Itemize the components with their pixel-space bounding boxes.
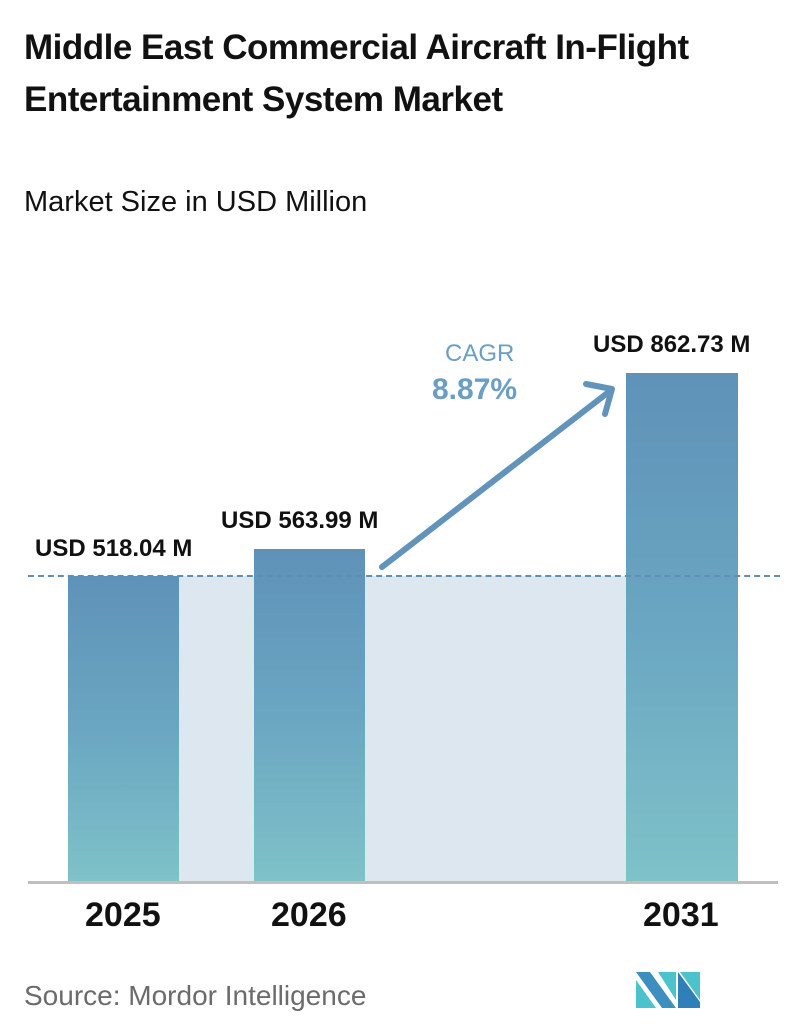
source-text: Source: Mordor Intelligence (24, 980, 367, 1011)
x-tick-2026: 2026 (271, 896, 347, 934)
cagr-value: 8.87% (432, 373, 518, 406)
cagr-label: CAGR (445, 340, 515, 367)
bar-2031 (626, 373, 738, 882)
x-tick-2025: 2025 (85, 896, 161, 934)
bar-2025 (68, 576, 179, 882)
mordor-logo-icon (636, 972, 700, 1008)
value-label-2025: USD 518.04 M (35, 535, 193, 562)
reference-dashed-line (28, 575, 780, 577)
chart-subtitle: Market Size in USD Million (24, 186, 368, 218)
x-tick-2031: 2031 (643, 896, 719, 934)
bar-2026 (254, 549, 365, 882)
x-axis-line (28, 881, 778, 884)
baseline-band (179, 576, 626, 882)
chart-title: Middle East Commercial Aircraft In-Fligh… (24, 28, 689, 119)
value-label-2026: USD 563.99 M (221, 507, 379, 534)
value-label-2031: USD 862.73 M (593, 331, 751, 358)
